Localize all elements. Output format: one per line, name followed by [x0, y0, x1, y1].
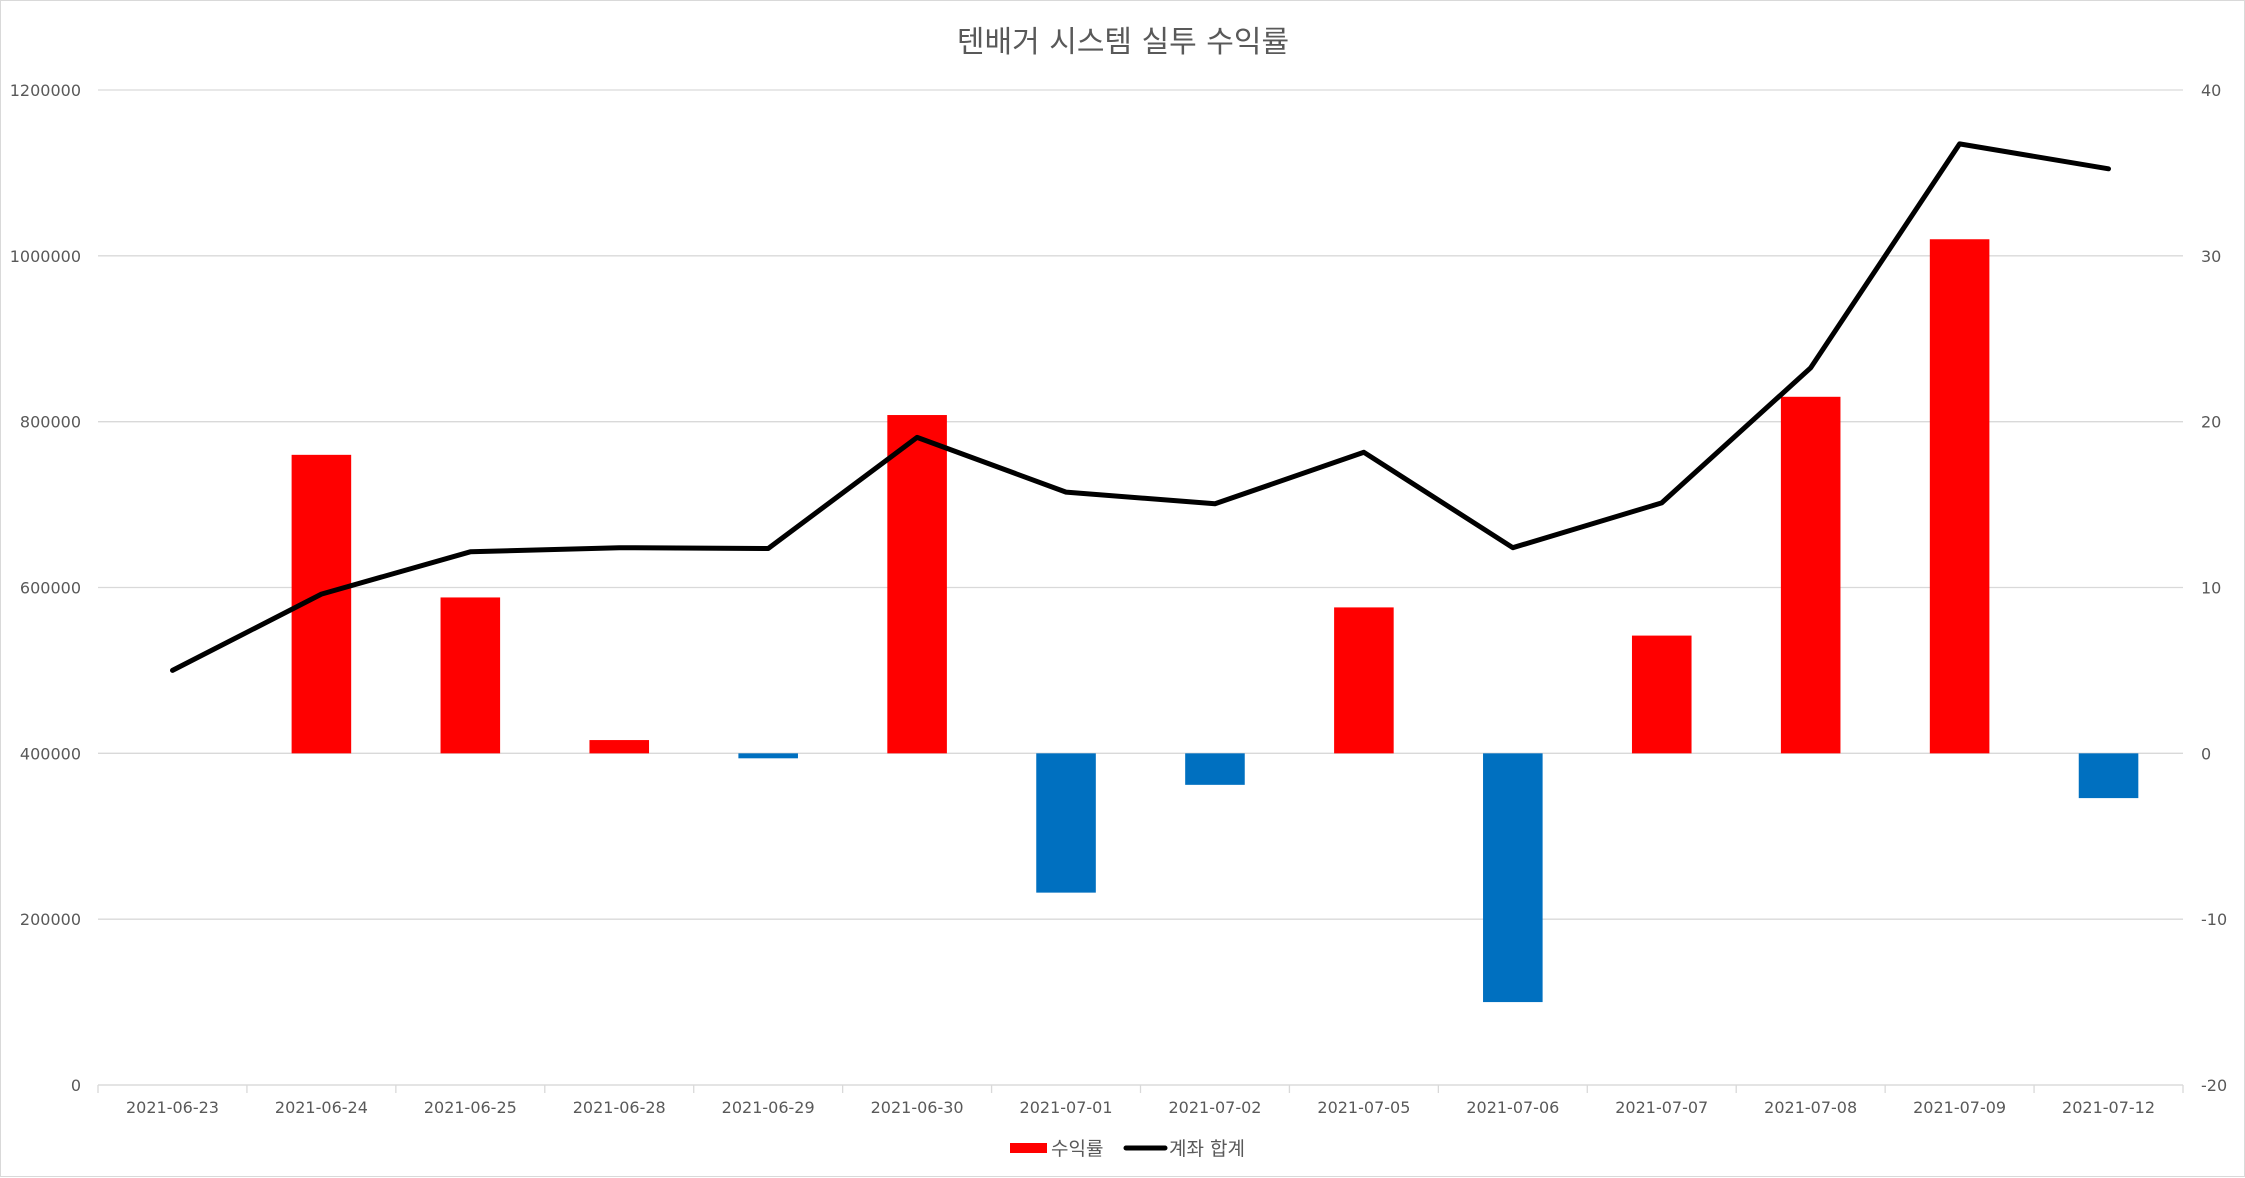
x-axis-tick-label: 2021-06-30 [871, 1098, 964, 1117]
right-axis-tick-label: -20 [2201, 1076, 2227, 1095]
right-axis-tick-label: 30 [2201, 247, 2221, 266]
bar [1631, 635, 1692, 754]
x-axis-tick-label: 2021-06-29 [722, 1098, 815, 1117]
x-axis-tick-label: 2021-06-24 [275, 1098, 368, 1117]
bar [1483, 753, 1543, 1003]
chart-title: 텐배거 시스템 실투 수익률 [957, 25, 1289, 60]
x-axis-tick-label: 2021-07-06 [1466, 1098, 1559, 1117]
legend-label-total: 계좌 합계 [1169, 1138, 1245, 1160]
bar [887, 415, 947, 754]
x-axis-tick-label: 2021-06-23 [126, 1098, 219, 1117]
x-axis-tick-label: 2021-07-05 [1317, 1098, 1410, 1117]
left-axis-tick-label: 800000 [20, 413, 81, 432]
bar [1929, 239, 1990, 754]
bar-series [291, 239, 2139, 1003]
left-axis-tick-label: 400000 [20, 744, 81, 763]
bar [1185, 753, 1245, 785]
bar [1036, 753, 1096, 893]
left-axis-tick-label: 600000 [20, 579, 81, 598]
x-axis-tick-label: 2021-07-08 [1764, 1098, 1857, 1117]
x-axis-tick-label: 2021-07-02 [1168, 1098, 1261, 1117]
right-axis-tick-label: 0 [2201, 744, 2211, 763]
x-axis-tick-label: 2021-07-12 [2062, 1098, 2155, 1117]
legend: 수익률 계좌 합계 [1010, 1138, 1245, 1160]
left-axis-tick-label: 200000 [20, 910, 81, 929]
bar [2078, 753, 2139, 799]
x-axis-tick-label: 2021-07-09 [1913, 1098, 2006, 1117]
left-axis-tick-label: 0 [71, 1076, 81, 1095]
axes: 0 200000 400000 600000 800000 1000000 1200000 -… [10, 81, 2227, 1117]
account-total-line [170, 141, 2111, 673]
line-series [170, 141, 2111, 673]
legend-label-return: 수익률 [1051, 1138, 1103, 1160]
bar [589, 740, 650, 754]
x-axis-tick-label: 2021-07-01 [1020, 1098, 1113, 1117]
gridlines [98, 89, 2183, 1086]
legend-swatch-bar [1010, 1143, 1047, 1153]
x-axis-tick-label: 2021-06-25 [424, 1098, 517, 1117]
right-axis-tick-label: 10 [2201, 579, 2221, 598]
bar [440, 597, 501, 754]
x-axis-tick-label: 2021-07-07 [1615, 1098, 1708, 1117]
left-axis-tick-label: 1200000 [10, 81, 81, 100]
right-axis-tick-label: 40 [2201, 81, 2221, 100]
right-axis-tick-label: -10 [2201, 910, 2227, 929]
bar [1780, 396, 1841, 754]
right-axis-tick-label: 20 [2201, 413, 2221, 432]
bar [738, 753, 798, 759]
left-axis-tick-label: 1000000 [10, 247, 81, 266]
bar [1334, 607, 1394, 754]
x-axis-tick-label: 2021-06-28 [573, 1098, 666, 1117]
